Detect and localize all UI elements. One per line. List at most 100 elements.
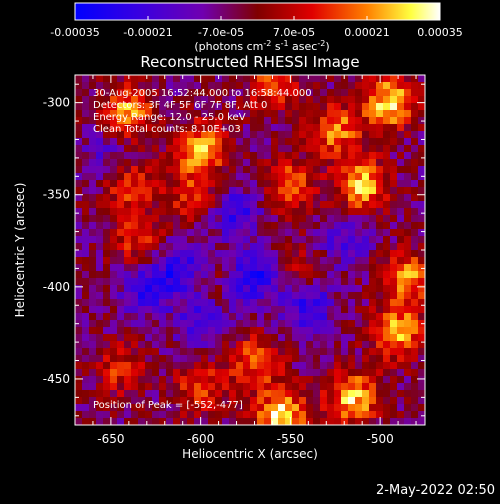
- heatmap-cell: [320, 173, 328, 181]
- heatmap-cell: [131, 215, 139, 223]
- heatmap-cell: [376, 166, 384, 174]
- heatmap-cell: [306, 187, 314, 195]
- heatmap-cell: [124, 397, 132, 405]
- heatmap-cell: [271, 327, 279, 335]
- heatmap-cell: [257, 418, 265, 426]
- heatmap-cell: [334, 236, 342, 244]
- heatmap-cell: [138, 166, 146, 174]
- heatmap-cell: [292, 299, 300, 307]
- heatmap-cell: [250, 152, 258, 160]
- heatmap-cell: [138, 271, 146, 279]
- heatmap-cell: [180, 404, 188, 412]
- heatmap-cell: [110, 320, 118, 328]
- heatmap-cell: [222, 166, 230, 174]
- heatmap-cell: [278, 383, 286, 391]
- heatmap-cell: [334, 124, 342, 132]
- heatmap-cell: [173, 131, 181, 139]
- heatmap-cell: [145, 159, 153, 167]
- heatmap-cell: [229, 138, 237, 146]
- heatmap-cell: [292, 271, 300, 279]
- heatmap-cell: [397, 292, 405, 300]
- heatmap-cell: [201, 187, 209, 195]
- heatmap-cell: [320, 299, 328, 307]
- heatmap-cell: [257, 180, 265, 188]
- heatmap-cell: [292, 103, 300, 111]
- heatmap-cell: [138, 201, 146, 209]
- heatmap-cell: [250, 166, 258, 174]
- heatmap-cell: [131, 250, 139, 258]
- heatmap-cell: [208, 418, 216, 426]
- heatmap-cell: [320, 208, 328, 216]
- heatmap-cell: [292, 306, 300, 314]
- heatmap-cell: [355, 243, 363, 251]
- heatmap-cell: [327, 306, 335, 314]
- heatmap-cell: [96, 376, 104, 384]
- heatmap-cell: [236, 271, 244, 279]
- heatmap-cell: [418, 313, 426, 321]
- heatmap-cell: [369, 208, 377, 216]
- heatmap-cell: [257, 131, 265, 139]
- heatmap-cell: [327, 313, 335, 321]
- heatmap-cell: [341, 243, 349, 251]
- heatmap-cell: [390, 236, 398, 244]
- heatmap-cell: [89, 145, 97, 153]
- heatmap-cell: [299, 166, 307, 174]
- heatmap-cell: [348, 257, 356, 265]
- heatmap-cell: [110, 376, 118, 384]
- heatmap-cell: [397, 152, 405, 160]
- heatmap-cell: [285, 138, 293, 146]
- heatmap-cell: [257, 194, 265, 202]
- heatmap-cell: [257, 110, 265, 118]
- heatmap-cell: [110, 194, 118, 202]
- heatmap-cell: [390, 383, 398, 391]
- heatmap-cell: [306, 103, 314, 111]
- heatmap-cell: [390, 306, 398, 314]
- heatmap-cell: [82, 411, 90, 419]
- heatmap-cell: [383, 215, 391, 223]
- heatmap-cell: [82, 390, 90, 398]
- heatmap-cell: [264, 236, 272, 244]
- heatmap-cell: [236, 257, 244, 265]
- heatmap-cell: [201, 348, 209, 356]
- heatmap-cell: [376, 110, 384, 118]
- heatmap-cell: [201, 166, 209, 174]
- heatmap-cell: [397, 264, 405, 272]
- heatmap-cell: [145, 96, 153, 104]
- y-tick-label: -450: [43, 372, 70, 386]
- heatmap-cell: [362, 299, 370, 307]
- heatmap-cell: [138, 117, 146, 125]
- heatmap-cell: [292, 180, 300, 188]
- heatmap-cell: [327, 236, 335, 244]
- heatmap-cell: [264, 404, 272, 412]
- heatmap-cell: [180, 215, 188, 223]
- heatmap-cell: [131, 264, 139, 272]
- heatmap-cell: [222, 390, 230, 398]
- heatmap-cell: [152, 131, 160, 139]
- heatmap-cell: [418, 229, 426, 237]
- heatmap-cell: [390, 131, 398, 139]
- heatmap-cell: [411, 250, 419, 258]
- heatmap-cell: [257, 82, 265, 90]
- heatmap-cell: [362, 236, 370, 244]
- heatmap-cell: [306, 138, 314, 146]
- heatmap-cell: [362, 138, 370, 146]
- heatmap-cell: [418, 75, 426, 83]
- heatmap-cell: [145, 313, 153, 321]
- heatmap-cell: [173, 103, 181, 111]
- heatmap-cell: [173, 264, 181, 272]
- heatmap-cell: [355, 250, 363, 258]
- heatmap-cell: [131, 348, 139, 356]
- heatmap-cell: [306, 208, 314, 216]
- heatmap-cell: [250, 117, 258, 125]
- heatmap-cell: [96, 320, 104, 328]
- heatmap-cell: [180, 397, 188, 405]
- heatmap-cell: [320, 96, 328, 104]
- heatmap-cell: [348, 124, 356, 132]
- heatmap-cell: [180, 292, 188, 300]
- heatmap-cell: [194, 215, 202, 223]
- time-range-annotation: 30-Aug-2005 16:52:44.000 to 16:58:44.000: [93, 88, 312, 99]
- heatmap-cell: [355, 271, 363, 279]
- heatmap-cell: [292, 404, 300, 412]
- heatmap-cell: [334, 96, 342, 104]
- heatmap-cell: [285, 110, 293, 118]
